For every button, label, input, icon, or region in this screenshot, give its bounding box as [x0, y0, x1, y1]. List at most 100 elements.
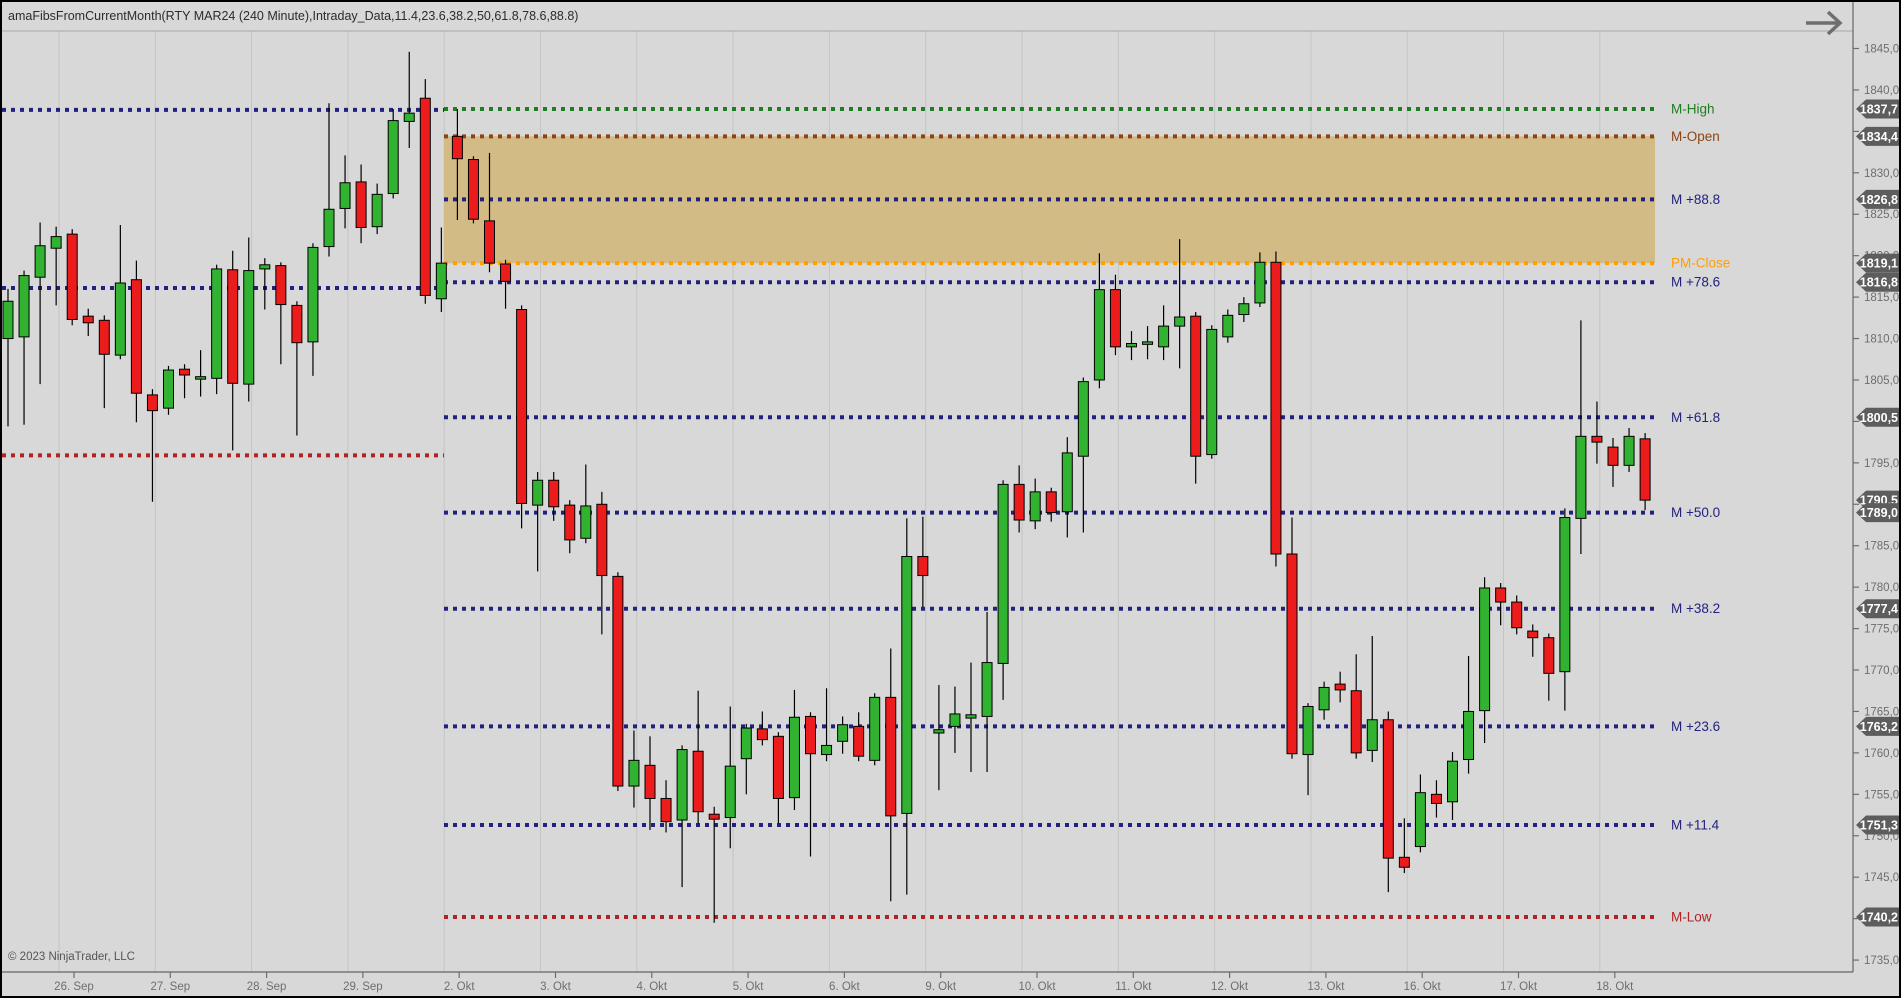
candle-body: [1190, 315, 1202, 457]
time-tick-label: 29. Sep: [343, 981, 383, 993]
price-tick-label: 1845,0: [1864, 44, 1899, 56]
time-tick-label: 10. Okt: [1018, 981, 1056, 993]
candle-body: [1061, 452, 1073, 513]
price-tick-label: 1755,0: [1864, 789, 1899, 801]
level-price-badge: [1856, 815, 1901, 835]
price-tick-label: 1810,0: [1864, 334, 1899, 346]
fib-level-label: PM-Close: [1671, 256, 1730, 271]
time-tick-label: 9. Okt: [925, 981, 956, 993]
candle-body: [484, 220, 495, 264]
candle-body: [1270, 261, 1282, 555]
candle-body: [1126, 343, 1137, 348]
candle-body: [917, 555, 929, 577]
candle-body: [1414, 792, 1426, 848]
candle-body: [724, 765, 736, 819]
candle-body: [98, 319, 110, 355]
fib-level-label: M +11.4: [1671, 817, 1720, 832]
price-tick-label: 1735,0: [1864, 955, 1899, 967]
candle-body: [259, 264, 271, 270]
price-tick-label: 1830,0: [1864, 168, 1899, 180]
price-tick-label: 1840,0: [1864, 85, 1899, 97]
time-tick-label: 26. Sep: [54, 981, 94, 993]
price-tick-label: 1825,0: [1864, 209, 1899, 221]
candle-body: [772, 735, 784, 799]
go-to-last-bar-icon[interactable]: [1806, 10, 1843, 36]
candle-body: [1623, 435, 1635, 466]
fib-level-labels: M-High M-Open M +88.8 PM-Close M +78.6 M +61.…: [1671, 101, 1730, 924]
fib-level-label: M-Low: [1671, 909, 1712, 924]
copyright-label: © 2023 NinjaTrader, LLC: [8, 951, 135, 963]
candle-body: [82, 315, 94, 324]
candle-body: [1109, 289, 1121, 348]
price-tick-label: 1760,0: [1864, 748, 1899, 760]
level-price-badge: [1856, 272, 1901, 292]
candle-body: [1093, 289, 1105, 381]
time-tick-label: 5. Okt: [733, 981, 764, 993]
price-badge-label: 1751,3: [1860, 818, 1898, 832]
candle-body: [1511, 601, 1523, 629]
fib-level-label: M +78.6: [1671, 275, 1720, 290]
candle-body: [18, 275, 30, 338]
candle-body: [66, 233, 78, 320]
candle-body: [211, 268, 223, 379]
fib-level-label: M-High: [1671, 101, 1715, 116]
time-tick-label: 12. Okt: [1211, 981, 1249, 993]
price-tick-label: 1795,0: [1864, 458, 1899, 470]
price-tick-label: 1815,0: [1864, 292, 1899, 304]
candle-body: [1463, 710, 1475, 761]
candle-body: [291, 304, 303, 344]
price-tick-label: 1745,0: [1864, 872, 1899, 884]
price-tick-label: 1785,0: [1864, 541, 1899, 553]
price-tick-label: 1770,0: [1864, 665, 1899, 677]
candle-body: [548, 479, 560, 508]
candle-body: [371, 193, 383, 228]
candle-body: [933, 729, 945, 734]
fib-level-label: M +88.8: [1671, 192, 1720, 207]
price-tick-label: 1780,0: [1864, 582, 1899, 594]
candle-body: [708, 813, 720, 820]
time-tick-label: 6. Okt: [829, 981, 860, 993]
time-tick-label: 17. Okt: [1500, 981, 1538, 993]
candle-body: [837, 724, 849, 742]
candle-body: [1318, 686, 1330, 711]
candle-body: [114, 282, 126, 356]
fib-level-label: M +23.6: [1671, 719, 1720, 734]
time-tick-label: 3. Okt: [540, 981, 571, 993]
price-badge-label: 1789,0: [1860, 506, 1898, 520]
candle-body: [965, 714, 977, 719]
fib-level-label: M +38.2: [1671, 601, 1720, 616]
price-tick-label: 1775,0: [1864, 624, 1899, 636]
candle-body: [740, 727, 752, 760]
candle-body: [997, 483, 1009, 664]
level-price-badge: [1856, 126, 1901, 146]
candle-body: [1334, 683, 1346, 691]
candle-body: [1174, 316, 1186, 327]
price-badge-label: 1763,2: [1860, 720, 1898, 734]
time-tick-label: 28. Sep: [247, 981, 287, 993]
level-price-badge: [1856, 189, 1901, 209]
candle-body: [387, 120, 399, 195]
candle-body: [307, 246, 319, 343]
fib-level-label: M +61.8: [1671, 410, 1720, 425]
candle-body: [500, 263, 512, 282]
candle-body: [1206, 328, 1218, 456]
candle-body: [1447, 760, 1458, 803]
time-tick-label: 11. Okt: [1115, 981, 1152, 993]
time-axis[interactable]: 26. Sep 27. Sep 28. Sep 29. Sep 2. Okt 3. Okt…: [54, 972, 1634, 993]
candle-body: [821, 744, 833, 756]
candle-body: [756, 728, 768, 741]
candle-body: [1302, 705, 1314, 756]
candle-body: [1222, 314, 1234, 338]
candle-body: [1013, 483, 1025, 521]
candle-body: [1350, 690, 1362, 754]
candle-body: [612, 575, 624, 787]
candle-body: [1366, 719, 1378, 751]
candle-body: [227, 269, 239, 384]
candle-body: [1158, 325, 1170, 348]
candle-body: [2, 300, 14, 340]
candle-body: [692, 750, 704, 813]
time-tick-label: 4. Okt: [636, 981, 667, 993]
candle-body: [885, 696, 897, 817]
